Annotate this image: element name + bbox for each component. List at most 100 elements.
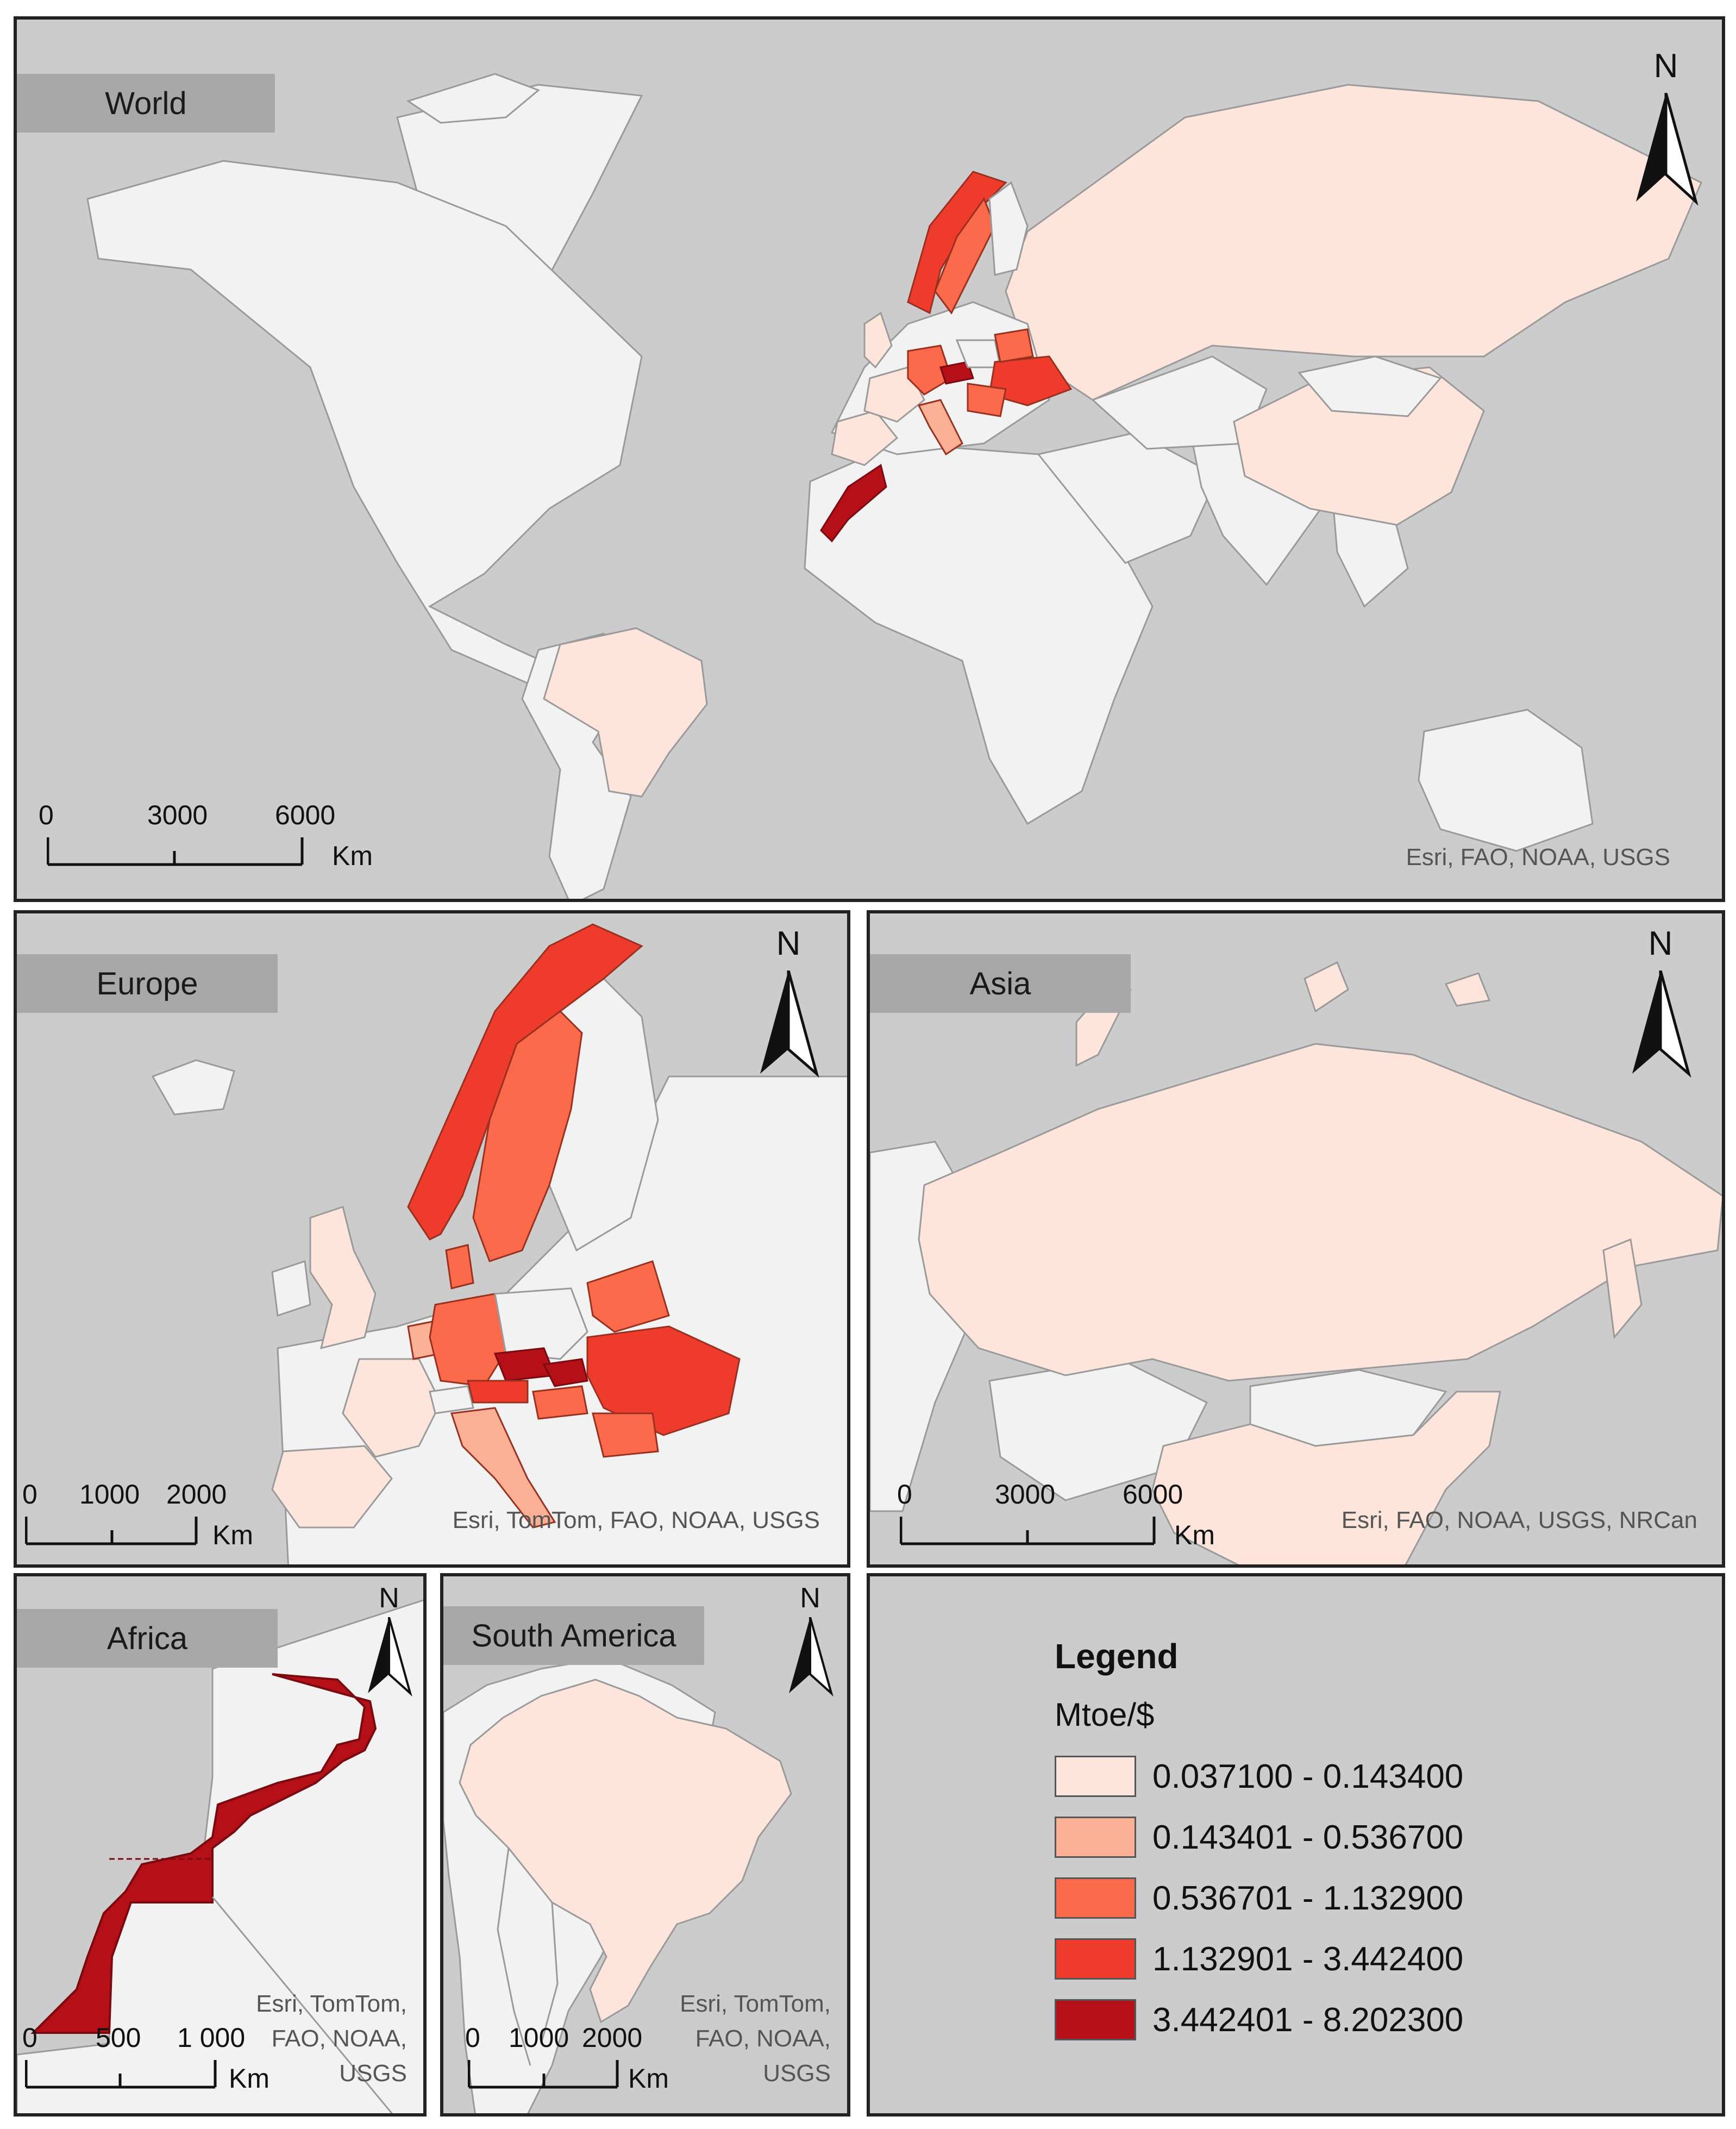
south-america-scale-tick-2: 2000 [582, 2022, 643, 2053]
south-america-map-panel: South America N 0 1000 2000 Km Esri, Tom… [440, 1573, 850, 2117]
europe-map [17, 913, 847, 1564]
africa-north-letter: N [379, 1582, 399, 1614]
world-map-panel: World N 0 3000 6000 Km Esri, FAO, NOAA, … [14, 16, 1725, 902]
morocco-shape [30, 1673, 377, 2034]
europe-label: Europe [17, 954, 278, 1013]
asia-scale-unit: Km [1174, 1520, 1215, 1550]
north-arrow-icon [1636, 93, 1699, 206]
scale-bar-line [468, 2060, 619, 2089]
legend-item: 0.536701 - 1.132900 [1055, 1877, 1463, 1919]
north-arrow-icon [789, 1617, 833, 1697]
south-america-north-arrow: N [786, 1582, 835, 1701]
ireland-shape [271, 1260, 311, 1317]
europe-scale-tick-1: 1000 [79, 1479, 140, 1510]
world-map [17, 20, 1722, 899]
south-america-credit-line-2: FAO, NOAA, [695, 2025, 831, 2052]
north-arrow-icon [368, 1617, 412, 1697]
scale-bar-line [25, 2060, 217, 2089]
legend-item: 3.442401 - 8.202300 [1055, 1999, 1463, 2040]
world-scale-tick-2: 6000 [275, 800, 336, 830]
asia-label-text: Asia [969, 966, 1031, 1001]
north-arrow-icon [1632, 970, 1691, 1078]
world-north-arrow: N [1631, 47, 1701, 210]
uk-world-shape [863, 311, 893, 369]
asia-north-letter: N [1648, 925, 1673, 962]
arctic-islands-shape [406, 73, 540, 124]
hungary-shape [532, 1385, 588, 1420]
africa-label-text: Africa [106, 1620, 188, 1656]
uk-shape [309, 1206, 377, 1350]
south-america-map [443, 1576, 847, 2113]
north-america-shape [86, 160, 643, 689]
world-scale-tick-1: 3000 [147, 800, 208, 830]
france-world-shape [863, 366, 925, 423]
asia-map [870, 913, 1722, 1564]
world-north-letter: N [1653, 47, 1678, 85]
italy-world-shape [917, 399, 963, 456]
scale-bar-line [47, 837, 304, 866]
legend-label-3: 0.536701 - 1.132900 [1152, 1879, 1464, 1917]
africa-scale-tick-0: 0 [22, 2022, 37, 2053]
legend-swatch-4 [1055, 1938, 1136, 1980]
italy-shape [450, 1407, 556, 1529]
czech-world-shape [939, 361, 974, 385]
south-america-scale-tick-1: 1000 [509, 2022, 569, 2053]
legend-label-4: 1.132901 - 3.442400 [1152, 1940, 1464, 1978]
brazil-detail-shape [459, 1679, 792, 2024]
africa-surrounding-land-shape [17, 1599, 423, 2113]
mongolia-world-shape [1298, 355, 1442, 417]
legend-swatch-3 [1055, 1877, 1136, 1919]
germany-world-shape [907, 345, 952, 396]
south-america-north-letter: N [800, 1582, 820, 1614]
china-shape [1151, 1391, 1501, 1564]
asia-scale-tick-2: 6000 [1123, 1479, 1183, 1510]
asia-scale-tick-0: 0 [897, 1479, 912, 1510]
ukraine-shape [586, 1325, 741, 1436]
sakhalin-shape [1602, 1238, 1643, 1339]
europe-map-panel: Europe N 0 1000 2000 Km Esri, TomTom, FA… [14, 910, 850, 1568]
iceland-shape [151, 1059, 235, 1116]
africa-label: Africa [17, 1609, 278, 1668]
legend-unit: Mtoe/$ [1055, 1696, 1155, 1733]
iberia-shape [271, 1445, 393, 1529]
world-scale-tick-0: 0 [39, 800, 54, 830]
europe-scale-tick-0: 0 [22, 1479, 37, 1510]
south-america-label: South America [443, 1606, 704, 1665]
africa-north-arrow: N [365, 1582, 413, 1701]
africa-scale-tick-1: 500 [96, 2022, 141, 2053]
morocco-world-shape [820, 464, 887, 543]
south-america-scale-tick-0: 0 [465, 2022, 480, 2053]
legend-panel: Legend Mtoe/$ 0.037100 - 0.143400 0.1434… [867, 1573, 1725, 2117]
asia-scale-bar: 0 3000 6000 Km [897, 1479, 1234, 1560]
africa-credit-line-1: Esri, TomTom, [256, 1990, 407, 2017]
south-america-credit: Esri, TomTom, FAO, NOAA, USGS [680, 1987, 831, 2090]
new-siberian-islands-shape [1444, 972, 1491, 1007]
norway-shape [407, 923, 643, 1241]
romania-shape [592, 1412, 659, 1458]
legend-label-2: 0.143401 - 0.536700 [1152, 1818, 1464, 1856]
belarus-world-shape [994, 328, 1034, 363]
legend-item: 1.132901 - 3.442400 [1055, 1938, 1463, 1980]
world-credit: Esri, FAO, NOAA, USGS [1406, 844, 1670, 871]
romania-world-shape [967, 383, 1007, 417]
brazil-shape [543, 627, 708, 798]
world-scale-bar: 0 3000 6000 Km [39, 799, 397, 881]
south-america-credit-line-3: USGS [763, 2059, 831, 2087]
andean-border-shape [497, 1848, 531, 2066]
south-america-scale-bar: 0 1000 2000 Km [465, 2022, 704, 2103]
belarus-shape [586, 1260, 670, 1333]
world-label-text: World [105, 85, 187, 121]
finland-world-shape [988, 181, 1029, 276]
africa-credit-line-2: FAO, NOAA, [271, 2025, 407, 2052]
legend-title: Legend [1055, 1637, 1179, 1676]
africa-scale-tick-2: 1 000 [177, 2022, 246, 2053]
legend-swatch-5 [1055, 1999, 1136, 2040]
legend-swatch-1 [1055, 1756, 1136, 1797]
severnaya-zemlya-shape [1303, 961, 1349, 1013]
legend-item: 0.143401 - 0.536700 [1055, 1817, 1463, 1858]
legend-label-1: 0.037100 - 0.143400 [1152, 1757, 1464, 1795]
argentina-border-shape [540, 1902, 559, 2044]
austria-shape [467, 1380, 529, 1404]
europe-scale-unit: Km [212, 1520, 253, 1550]
slovakia-shape [542, 1358, 588, 1387]
